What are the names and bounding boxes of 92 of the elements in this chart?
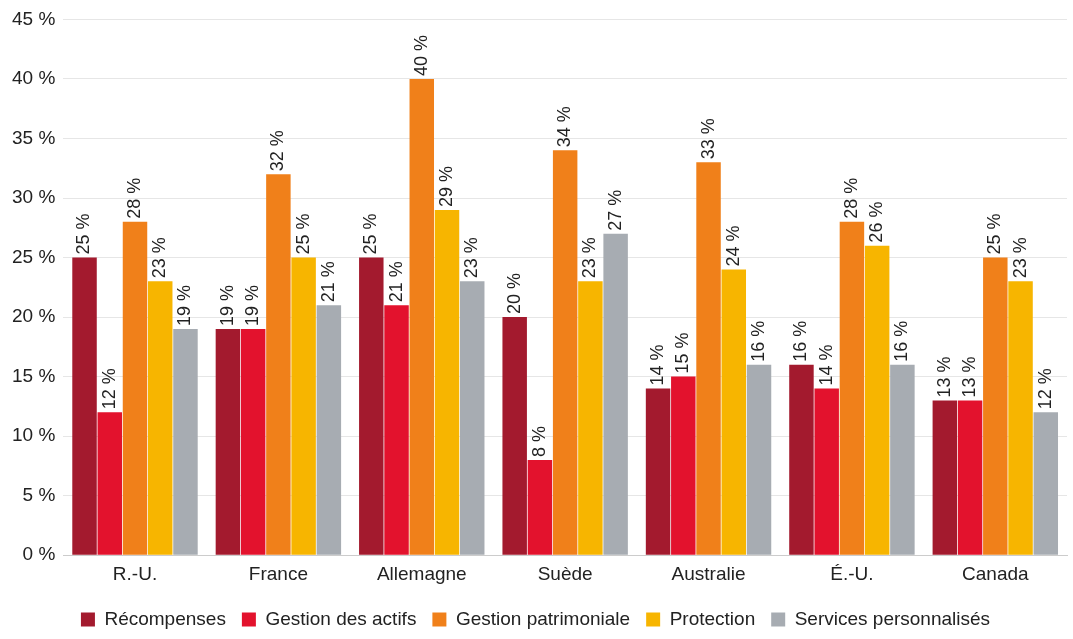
bar	[316, 305, 342, 555]
data-label: 20 %	[503, 273, 524, 315]
legend-label: Gestion des actifs	[265, 607, 417, 629]
data-label: 19 %	[174, 284, 195, 326]
data-label: 19 %	[242, 284, 263, 326]
bar	[603, 233, 628, 555]
bar	[671, 376, 696, 555]
y-tick-label: 10 %	[11, 424, 56, 446]
bar	[409, 78, 435, 555]
bar	[552, 150, 578, 555]
data-label: 21 %	[385, 261, 406, 303]
bar	[266, 174, 291, 555]
x-tick-label: É.-U.	[830, 562, 874, 584]
data-label: 14 %	[647, 344, 668, 386]
bar	[696, 162, 721, 555]
bar	[460, 281, 485, 555]
data-label: 27 %	[604, 189, 625, 231]
bar	[983, 257, 1008, 555]
bar	[746, 364, 772, 555]
data-label: 40 %	[410, 34, 431, 76]
data-label: 14 %	[815, 344, 836, 386]
data-label: 15 %	[672, 332, 693, 374]
legend-label: Gestion patrimoniale	[455, 607, 631, 629]
bar	[291, 257, 316, 555]
data-label: 12 %	[98, 368, 119, 410]
bar	[97, 412, 122, 555]
y-tick-label: 25 %	[11, 245, 56, 267]
y-tick-label: 30 %	[11, 186, 56, 208]
data-label: 13 %	[933, 356, 954, 398]
data-label: 26 %	[866, 201, 887, 243]
data-label: 8 %	[528, 425, 549, 457]
y-tick-label: 35 %	[11, 126, 56, 148]
y-tick-label: 0 %	[22, 543, 56, 565]
x-tick-label: France	[248, 562, 308, 584]
x-tick-label: Canada	[962, 562, 1030, 584]
bar	[502, 317, 527, 555]
bar	[957, 400, 983, 555]
x-tick-label: R.-U.	[112, 562, 158, 584]
bar	[215, 328, 241, 555]
data-label: 12 %	[1034, 368, 1055, 410]
legend-label: Protection	[669, 607, 756, 629]
data-label: 28 %	[840, 177, 861, 219]
bar	[890, 364, 915, 555]
bar	[240, 328, 266, 555]
x-tick-label: Suède	[537, 562, 593, 584]
bar	[384, 305, 409, 555]
y-tick-label: 15 %	[11, 364, 56, 386]
y-tick-label: 45 %	[11, 7, 56, 29]
data-label: 25 %	[73, 213, 94, 255]
data-label: 29 %	[435, 165, 456, 207]
bar	[839, 221, 865, 555]
bar	[721, 269, 747, 555]
data-label: 32 %	[267, 130, 288, 172]
bar	[72, 257, 97, 555]
bar	[645, 388, 671, 555]
legend-label: Récompenses	[104, 607, 226, 629]
data-label: 13 %	[959, 356, 980, 398]
data-label: 23 %	[149, 237, 170, 279]
data-label: 19 %	[216, 284, 237, 326]
bar	[578, 281, 603, 555]
bar	[122, 221, 148, 555]
y-tick-label: 5 %	[22, 483, 56, 505]
y-tick-label: 20 %	[11, 305, 56, 327]
bar	[814, 388, 839, 555]
data-label: 16 %	[790, 320, 811, 362]
data-label: 24 %	[722, 225, 743, 267]
data-label: 28 %	[123, 177, 144, 219]
bar	[932, 400, 958, 555]
data-label: 23 %	[1009, 237, 1030, 279]
legend-label: Services personnalisés	[794, 607, 991, 629]
data-label: 16 %	[891, 320, 912, 362]
bar	[173, 328, 198, 555]
data-label: 33 %	[697, 118, 718, 160]
data-label: 25 %	[984, 213, 1005, 255]
bar	[359, 257, 384, 555]
data-label: 34 %	[554, 106, 575, 148]
data-label: 25 %	[360, 213, 381, 255]
data-label: 23 %	[579, 237, 600, 279]
bar	[1033, 412, 1059, 555]
bar	[1008, 281, 1033, 555]
data-label: 23 %	[461, 237, 482, 279]
data-label: 16 %	[747, 320, 768, 362]
bar	[434, 209, 460, 555]
bar	[864, 245, 890, 555]
y-tick-label: 40 %	[11, 67, 56, 89]
bar	[527, 459, 553, 555]
x-tick-label: Allemagne	[376, 562, 467, 584]
bar	[789, 364, 814, 555]
bar	[148, 281, 173, 555]
x-tick-label: Australie	[671, 562, 746, 584]
data-label: 25 %	[292, 213, 313, 255]
data-label: 21 %	[317, 261, 338, 303]
